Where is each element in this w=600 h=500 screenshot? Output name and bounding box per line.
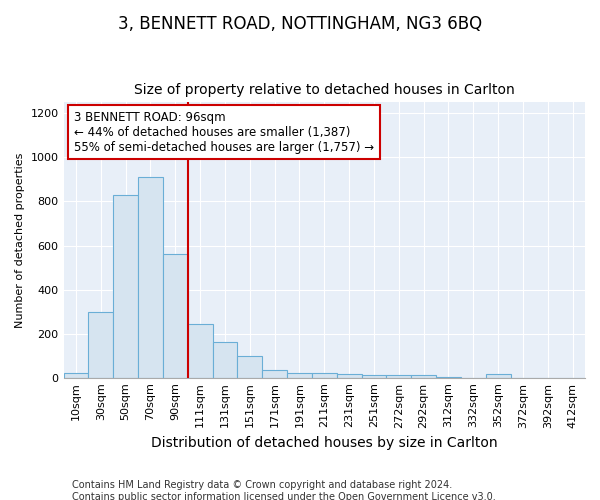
Bar [485, 374, 511, 378]
Bar [362, 376, 386, 378]
Bar [138, 177, 163, 378]
Bar [287, 374, 312, 378]
Text: 3, BENNETT ROAD, NOTTINGHAM, NG3 6BQ: 3, BENNETT ROAD, NOTTINGHAM, NG3 6BQ [118, 15, 482, 33]
Bar [262, 370, 287, 378]
Y-axis label: Number of detached properties: Number of detached properties [15, 152, 25, 328]
Bar [337, 374, 362, 378]
Bar [113, 195, 138, 378]
Title: Size of property relative to detached houses in Carlton: Size of property relative to detached ho… [134, 83, 515, 97]
Bar [436, 376, 461, 378]
Bar [163, 254, 188, 378]
Bar [386, 376, 411, 378]
Bar [238, 356, 262, 378]
Bar [312, 374, 337, 378]
Bar [411, 376, 436, 378]
Text: 3 BENNETT ROAD: 96sqm
← 44% of detached houses are smaller (1,387)
55% of semi-d: 3 BENNETT ROAD: 96sqm ← 44% of detached … [74, 110, 374, 154]
Bar [88, 312, 113, 378]
Bar [188, 324, 212, 378]
Bar [64, 374, 88, 378]
Bar [212, 342, 238, 378]
X-axis label: Distribution of detached houses by size in Carlton: Distribution of detached houses by size … [151, 436, 497, 450]
Text: Contains public sector information licensed under the Open Government Licence v3: Contains public sector information licen… [72, 492, 496, 500]
Text: Contains HM Land Registry data © Crown copyright and database right 2024.: Contains HM Land Registry data © Crown c… [72, 480, 452, 490]
